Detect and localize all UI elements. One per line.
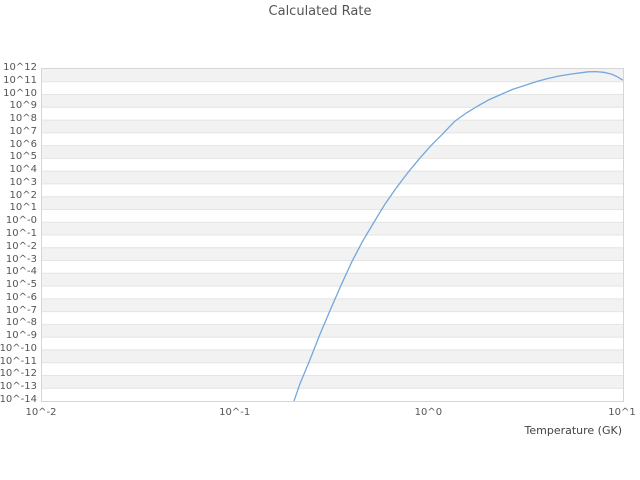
rate-curve xyxy=(293,70,623,401)
background-band xyxy=(42,349,623,363)
y-tick-label: 10^-9 xyxy=(5,330,37,342)
background-band xyxy=(42,196,623,210)
y-tick-label: 10^1 xyxy=(9,202,37,214)
y-tick-label: 10^6 xyxy=(9,138,37,150)
background-band xyxy=(42,247,623,261)
y-tick-label: 10^-10 xyxy=(0,342,37,354)
y-tick-label: 10^-5 xyxy=(5,279,37,291)
background-band xyxy=(42,120,623,133)
y-tick-label: 10^-13 xyxy=(0,381,37,393)
background-band xyxy=(42,171,623,184)
y-tick-label: 10^10 xyxy=(3,87,37,99)
y-tick-label: 10^3 xyxy=(9,176,37,188)
y-tick-label: 10^8 xyxy=(9,113,37,125)
background-band xyxy=(42,145,623,159)
x-axis-title: Temperature (GK) xyxy=(524,424,623,437)
y-tick-label: 10^9 xyxy=(9,100,37,112)
background-band xyxy=(42,324,623,338)
y-tick-label: 10^-1 xyxy=(5,228,37,239)
y-tick-label: 10^-14 xyxy=(0,394,37,405)
y-tick-label: 10^2 xyxy=(9,189,37,201)
background-band xyxy=(42,94,623,108)
background-band xyxy=(42,69,623,82)
x-tick-label: 10^1 xyxy=(608,407,636,418)
y-tick-label: 10^-7 xyxy=(5,304,37,316)
y-tick-label: 10^7 xyxy=(9,125,37,137)
y-tick-label: 10^-8 xyxy=(5,317,37,329)
y-tick-label: 10^12 xyxy=(3,62,37,73)
y-tick-label: 10^-3 xyxy=(5,253,37,265)
x-tick-label: 10^0 xyxy=(414,407,443,418)
y-tick-label: 10^4 xyxy=(9,164,37,176)
y-tick-label: 10^-2 xyxy=(5,240,37,252)
y-tick-label: 10^-4 xyxy=(5,266,37,278)
x-tick-label: 10^-1 xyxy=(219,407,251,418)
chart-title: Calculated Rate xyxy=(268,4,372,19)
plot-area xyxy=(41,68,624,402)
y-tick-label: 10^11 xyxy=(3,74,37,86)
y-tick-label: 10^-0 xyxy=(5,215,37,227)
x-tick-label: 10^-2 xyxy=(25,407,57,418)
y-tick-label: 10^-11 xyxy=(0,355,37,367)
y-tick-label: 10^5 xyxy=(9,151,37,163)
background-band xyxy=(42,273,623,287)
background-band xyxy=(42,222,623,235)
background-band xyxy=(42,375,623,389)
y-tick-label: 10^-12 xyxy=(0,368,37,380)
rate-curve-plot xyxy=(42,69,623,401)
y-tick-label: 10^-6 xyxy=(5,291,37,303)
